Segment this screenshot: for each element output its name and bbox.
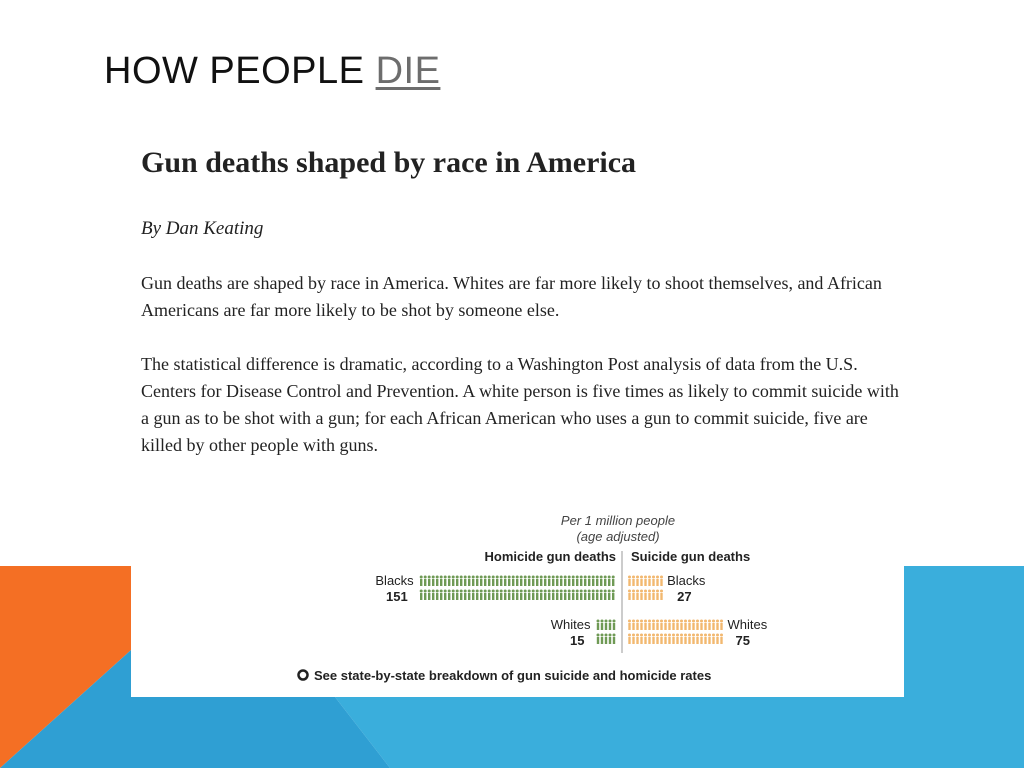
suicide-bar-blacks-row-2: [628, 589, 663, 600]
article-paragraph-2: The statistical difference is dramatic, …: [141, 354, 899, 455]
homicide-bar-whites-row-2: [596, 633, 616, 644]
suicide-label-blacks: Blacks: [667, 573, 706, 588]
homicide-bar-whites-row-1: [596, 619, 616, 630]
homicide-bar-blacks-row-1: [419, 575, 615, 586]
slide-title-link[interactable]: DIE: [375, 50, 441, 92]
slide-title: HOW PEOPLE DIE: [104, 50, 440, 93]
footer-link-icon[interactable]: [297, 669, 309, 681]
homicide-label-whites: Whites: [551, 617, 591, 632]
blue-band-shape: [335, 566, 1024, 768]
homicide-label-blacks: Blacks: [375, 573, 414, 588]
chart-subtitle-line-2: (age adjusted): [576, 529, 659, 544]
homicide-value-blacks: 151: [386, 589, 408, 604]
suicide-value-blacks: 27: [677, 589, 691, 604]
suicide-bar-whites-row-2: [628, 633, 723, 644]
article-paragraph-1: Gun deaths are shaped by race in America…: [141, 273, 882, 320]
suicide-bar-whites-row-1: [628, 619, 723, 630]
homicide-bar-blacks-row-2: [419, 589, 615, 600]
mid-blue-triangle: [0, 650, 390, 768]
suicide-bar-blacks-row-1: [628, 575, 663, 586]
gun-deaths-chart: Per 1 million people (age adjusted) Homi…: [297, 513, 768, 683]
slide-title-text: HOW PEOPLE: [104, 50, 376, 92]
article-panel: Gun deaths shaped by race in America By …: [131, 120, 904, 697]
homicide-header: Homicide gun deaths: [485, 549, 616, 564]
article-title: Gun deaths shaped by race in America: [141, 146, 637, 179]
suicide-header: Suicide gun deaths: [631, 549, 750, 564]
homicide-value-whites: 15: [570, 633, 584, 648]
chart-subtitle-line-1: Per 1 million people: [561, 513, 675, 528]
suicide-value-whites: 75: [736, 633, 750, 648]
suicide-label-whites: Whites: [728, 617, 768, 632]
article-byline: By Dan Keating: [141, 218, 264, 239]
orange-corner-shape: [0, 566, 131, 768]
footer-link[interactable]: See state-by-state breakdown of gun suic…: [314, 668, 711, 683]
